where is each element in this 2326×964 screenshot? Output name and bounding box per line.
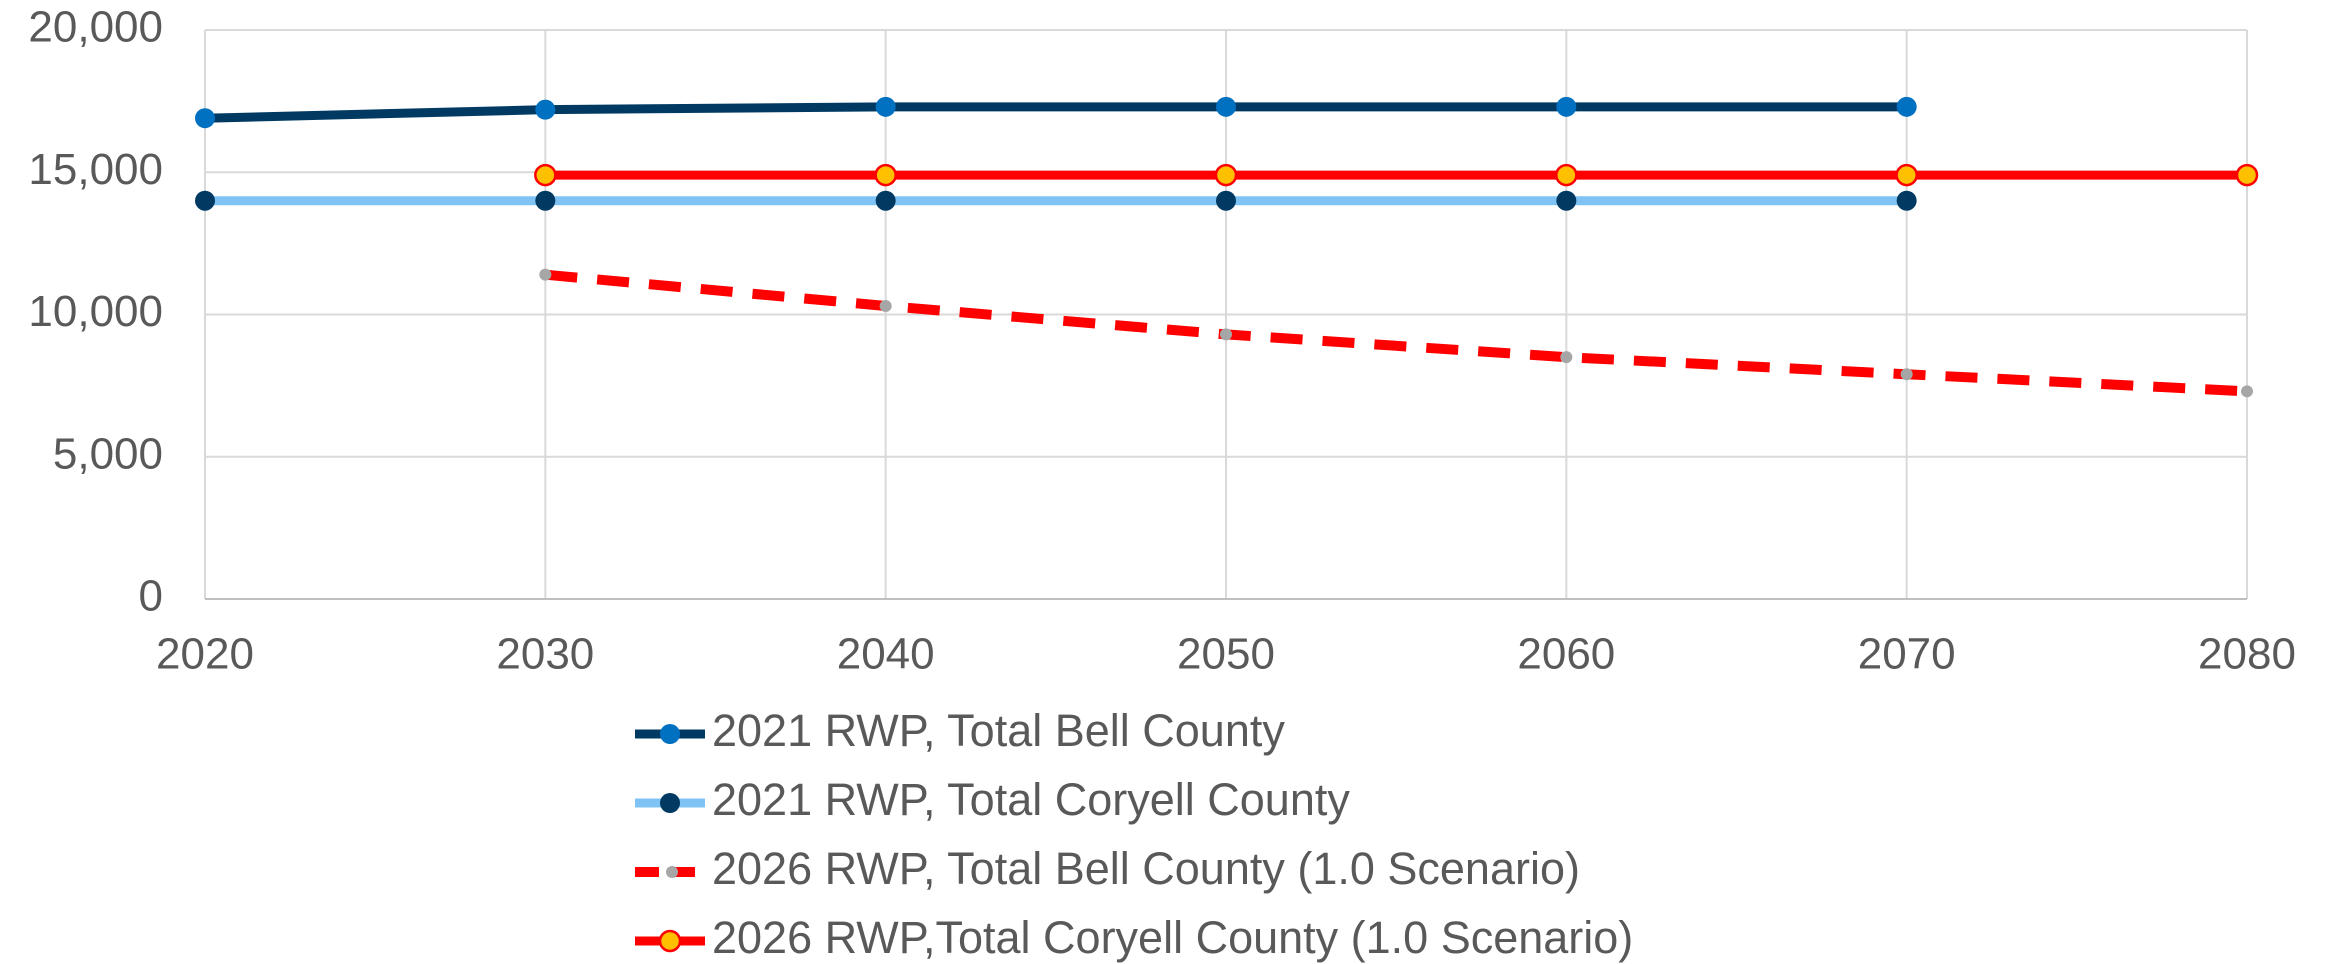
series-marker: [1556, 96, 1577, 117]
series-marker: [874, 163, 897, 187]
x-tick-label: 2080: [2198, 630, 2296, 679]
legend-label: 2021 RWP, Total Bell County: [712, 705, 1285, 756]
legend-label: 2026 RWP, Total Bell County (1.0 Scenari…: [712, 843, 1580, 894]
series-marker: [875, 96, 896, 117]
legend-marker: [666, 866, 678, 878]
y-tick-label: 10,000: [28, 287, 163, 336]
series-marker: [1560, 351, 1573, 364]
series-marker: [1556, 190, 1577, 211]
series-marker: [879, 299, 892, 312]
y-tick-label: 5,000: [53, 429, 163, 478]
x-tick-label: 2070: [1858, 630, 1956, 679]
series-line: [544, 269, 2248, 397]
legend-marker: [660, 724, 680, 744]
series-marker: [2241, 385, 2253, 398]
series-marker: [875, 190, 896, 211]
y-tick-label: 15,000: [28, 145, 163, 194]
series-marker: [1220, 328, 1232, 341]
series-marker: [535, 99, 556, 120]
x-tick-label: 2030: [496, 630, 594, 679]
series-marker: [1214, 163, 1238, 187]
series-marker: [534, 163, 557, 187]
legend-label: 2026 RWP,Total Coryell County (1.0 Scena…: [712, 912, 1633, 963]
legend-marker: [658, 929, 682, 953]
y-tick-label: 20,000: [28, 3, 163, 52]
series-marker: [2235, 163, 2259, 187]
series-marker: [1900, 368, 1913, 381]
series-marker: [539, 268, 552, 281]
series-marker: [1895, 163, 1918, 187]
x-tick-label: 2020: [156, 630, 254, 679]
series-marker: [1216, 190, 1236, 211]
series-marker: [195, 108, 215, 129]
legend-marker: [660, 793, 680, 813]
legend-label: 2021 RWP, Total Coryell County: [712, 774, 1350, 825]
series-marker: [1896, 96, 1917, 117]
series-marker: [1216, 96, 1236, 117]
x-tick-label: 2050: [1177, 630, 1275, 679]
series-marker: [1555, 163, 1578, 187]
x-tick-label: 2060: [1517, 630, 1615, 679]
series-marker: [195, 190, 215, 211]
y-tick-label: 0: [139, 572, 163, 621]
series-line: [204, 102, 1907, 123]
series-marker: [535, 190, 556, 211]
series-marker: [1896, 190, 1917, 211]
x-tick-label: 2040: [837, 630, 935, 679]
